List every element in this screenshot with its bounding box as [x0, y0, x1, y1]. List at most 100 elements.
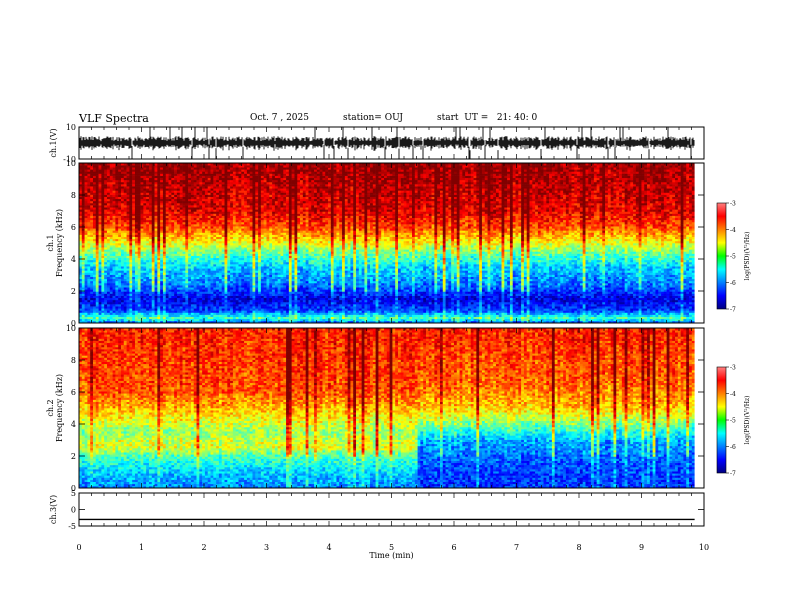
ch1-spectrogram-cell	[104, 283, 108, 286]
ch1-spectrogram-cell	[199, 177, 203, 181]
ch1-spectrogram-cell	[210, 301, 214, 305]
ch1-spectrogram-cell	[199, 255, 203, 259]
ch1-spectrogram-cell	[249, 194, 253, 197]
ch1-spectrogram-cell	[207, 167, 211, 170]
ch1-spectrogram-cell	[190, 257, 195, 261]
ch1-spectrogram-cell	[112, 209, 116, 212]
ch1-spectrogram-cell	[224, 306, 228, 309]
ch1-spectrogram-cell	[157, 192, 161, 195]
ch1-spectrogram-cell	[230, 306, 234, 309]
ch1-spectrogram-cell	[190, 207, 195, 210]
ch1-spectrogram-cell	[140, 291, 144, 294]
ch1-spectrogram-cell	[204, 211, 209, 214]
ch1-spectrogram-cell	[137, 312, 141, 315]
ch1-spectrogram-cell	[157, 215, 161, 219]
ch1-spectrogram-cell	[129, 306, 133, 309]
ch1-spectrogram-cell	[160, 236, 164, 240]
ch1-spectrogram-cell	[90, 283, 94, 286]
ch1-spectrogram-cell	[137, 232, 141, 235]
ch1-spectrogram-cell	[87, 280, 91, 284]
ch1-spectrogram-cell	[146, 247, 150, 250]
ch1-spectrogram-cell	[104, 259, 108, 263]
ch1-spectrogram-cell	[174, 314, 178, 317]
ch1-spectrogram-cell	[98, 226, 102, 229]
ch1-spectrogram-cell	[252, 253, 256, 256]
ch1-spectrogram-cell	[151, 209, 155, 212]
ch1-spectrogram-cell	[168, 171, 172, 174]
ch1-spectrogram-cell	[249, 186, 253, 189]
ch1-spectrogram-cell	[115, 301, 119, 305]
ch1-spectrogram-cell	[238, 283, 242, 286]
ch1-spectrogram-cell	[207, 257, 211, 261]
ch1-spectrogram-cell	[224, 276, 228, 280]
ch1-spectrogram-cell	[252, 205, 256, 208]
ch1-spectrogram-cell	[241, 257, 245, 261]
ch1-spectrogram-cell	[118, 200, 122, 204]
ch1-spectrogram-cell	[84, 297, 88, 301]
ch1-spectrogram-cell	[92, 304, 97, 307]
ch1-spectrogram-cell	[255, 192, 259, 195]
ch1-spectrogram-cell	[151, 194, 155, 197]
ch1-spectrogram-cell	[154, 200, 158, 204]
ch1-spectrogram-cell	[84, 270, 88, 273]
ch1-spectrogram-cell	[143, 200, 147, 204]
ch1-spectrogram-cell	[255, 251, 259, 254]
ch1-spectrogram-cell	[171, 203, 175, 206]
ch1-spectrogram-cell	[162, 228, 167, 231]
ch1-spectrogram-cell	[134, 268, 139, 271]
ch1-spectrogram-cell	[115, 226, 119, 229]
ch1-spectrogram-cell	[148, 297, 153, 301]
ch1-spectrogram-cell	[252, 316, 256, 320]
ch1-spectrogram-cell	[185, 198, 189, 202]
ch1-spectrogram-cell	[199, 249, 203, 252]
ch1-spectrogram-cell	[137, 304, 141, 307]
ch1-spectrogram-cell	[115, 200, 119, 204]
ch1-spectrogram-cell	[126, 285, 130, 288]
ch1-spectrogram-cell	[188, 240, 192, 244]
ch1-spectrogram-cell	[120, 314, 125, 317]
ch1-spectrogram-cell	[118, 213, 122, 216]
ch1-spectrogram-cell	[140, 287, 144, 290]
ch1-spectrogram-cell	[241, 308, 245, 311]
ch1-spectrogram-cell	[112, 221, 116, 225]
ch1-spectrogram-cell	[84, 211, 88, 214]
ch1-spectrogram-cell	[221, 175, 225, 179]
ch1-spectrogram-cell	[241, 228, 245, 231]
ch1-spectrogram-cell	[221, 224, 225, 227]
ch1-spectrogram-cell	[207, 219, 211, 223]
ch1-spectrogram-cell	[216, 226, 220, 229]
ch1-spectrogram-cell	[204, 274, 209, 277]
ch1-spectrogram-cell	[81, 175, 85, 179]
ch1-spectrogram-cell	[84, 209, 88, 212]
ch1-spectrogram-cell	[151, 312, 155, 315]
ch1-spectrogram-cell	[101, 169, 105, 172]
ch1-spectrogram-cell	[190, 169, 195, 172]
ch1-spectrogram-cell	[137, 190, 141, 193]
ch1-spectrogram-cell	[199, 221, 203, 225]
ch1-spectrogram-cell	[132, 230, 136, 233]
ch1-spectrogram-cell	[213, 186, 217, 189]
ch1-spectrogram-cell	[244, 259, 248, 263]
ch1-spectrogram-cell	[241, 310, 245, 313]
ch1-spectrogram-cell	[92, 194, 97, 197]
ch1-spectrogram-cell	[143, 255, 147, 259]
ch1-spectrogram-cell	[241, 306, 245, 309]
ch1-spectrogram-cell	[218, 297, 223, 301]
ch1-spectrogram-cell	[129, 240, 133, 244]
ch1-spectrogram-cell	[132, 228, 136, 231]
ch1-spectrogram-cell	[185, 169, 189, 172]
ch1-spectrogram-cell	[232, 283, 237, 286]
ch1-spectrogram-cell	[188, 266, 192, 269]
ch1-spectrogram-cell	[154, 306, 158, 309]
ch1-spectrogram-cell	[246, 194, 250, 197]
ch1-spectrogram-cell	[84, 234, 88, 237]
ch1-spectrogram-cell	[123, 268, 127, 271]
ch1-spectrogram-cell	[87, 276, 91, 280]
ch1-spectrogram-cell	[196, 224, 200, 227]
ch1-spectrogram-cell	[101, 240, 105, 244]
ch1-spectrogram-cell	[146, 228, 150, 231]
ch1-spectrogram-cell	[204, 171, 209, 174]
ch1-spectrogram-cell	[126, 249, 130, 252]
ch1-spectrogram-cell	[162, 318, 167, 322]
ch1-spectrogram-cell	[196, 196, 200, 200]
